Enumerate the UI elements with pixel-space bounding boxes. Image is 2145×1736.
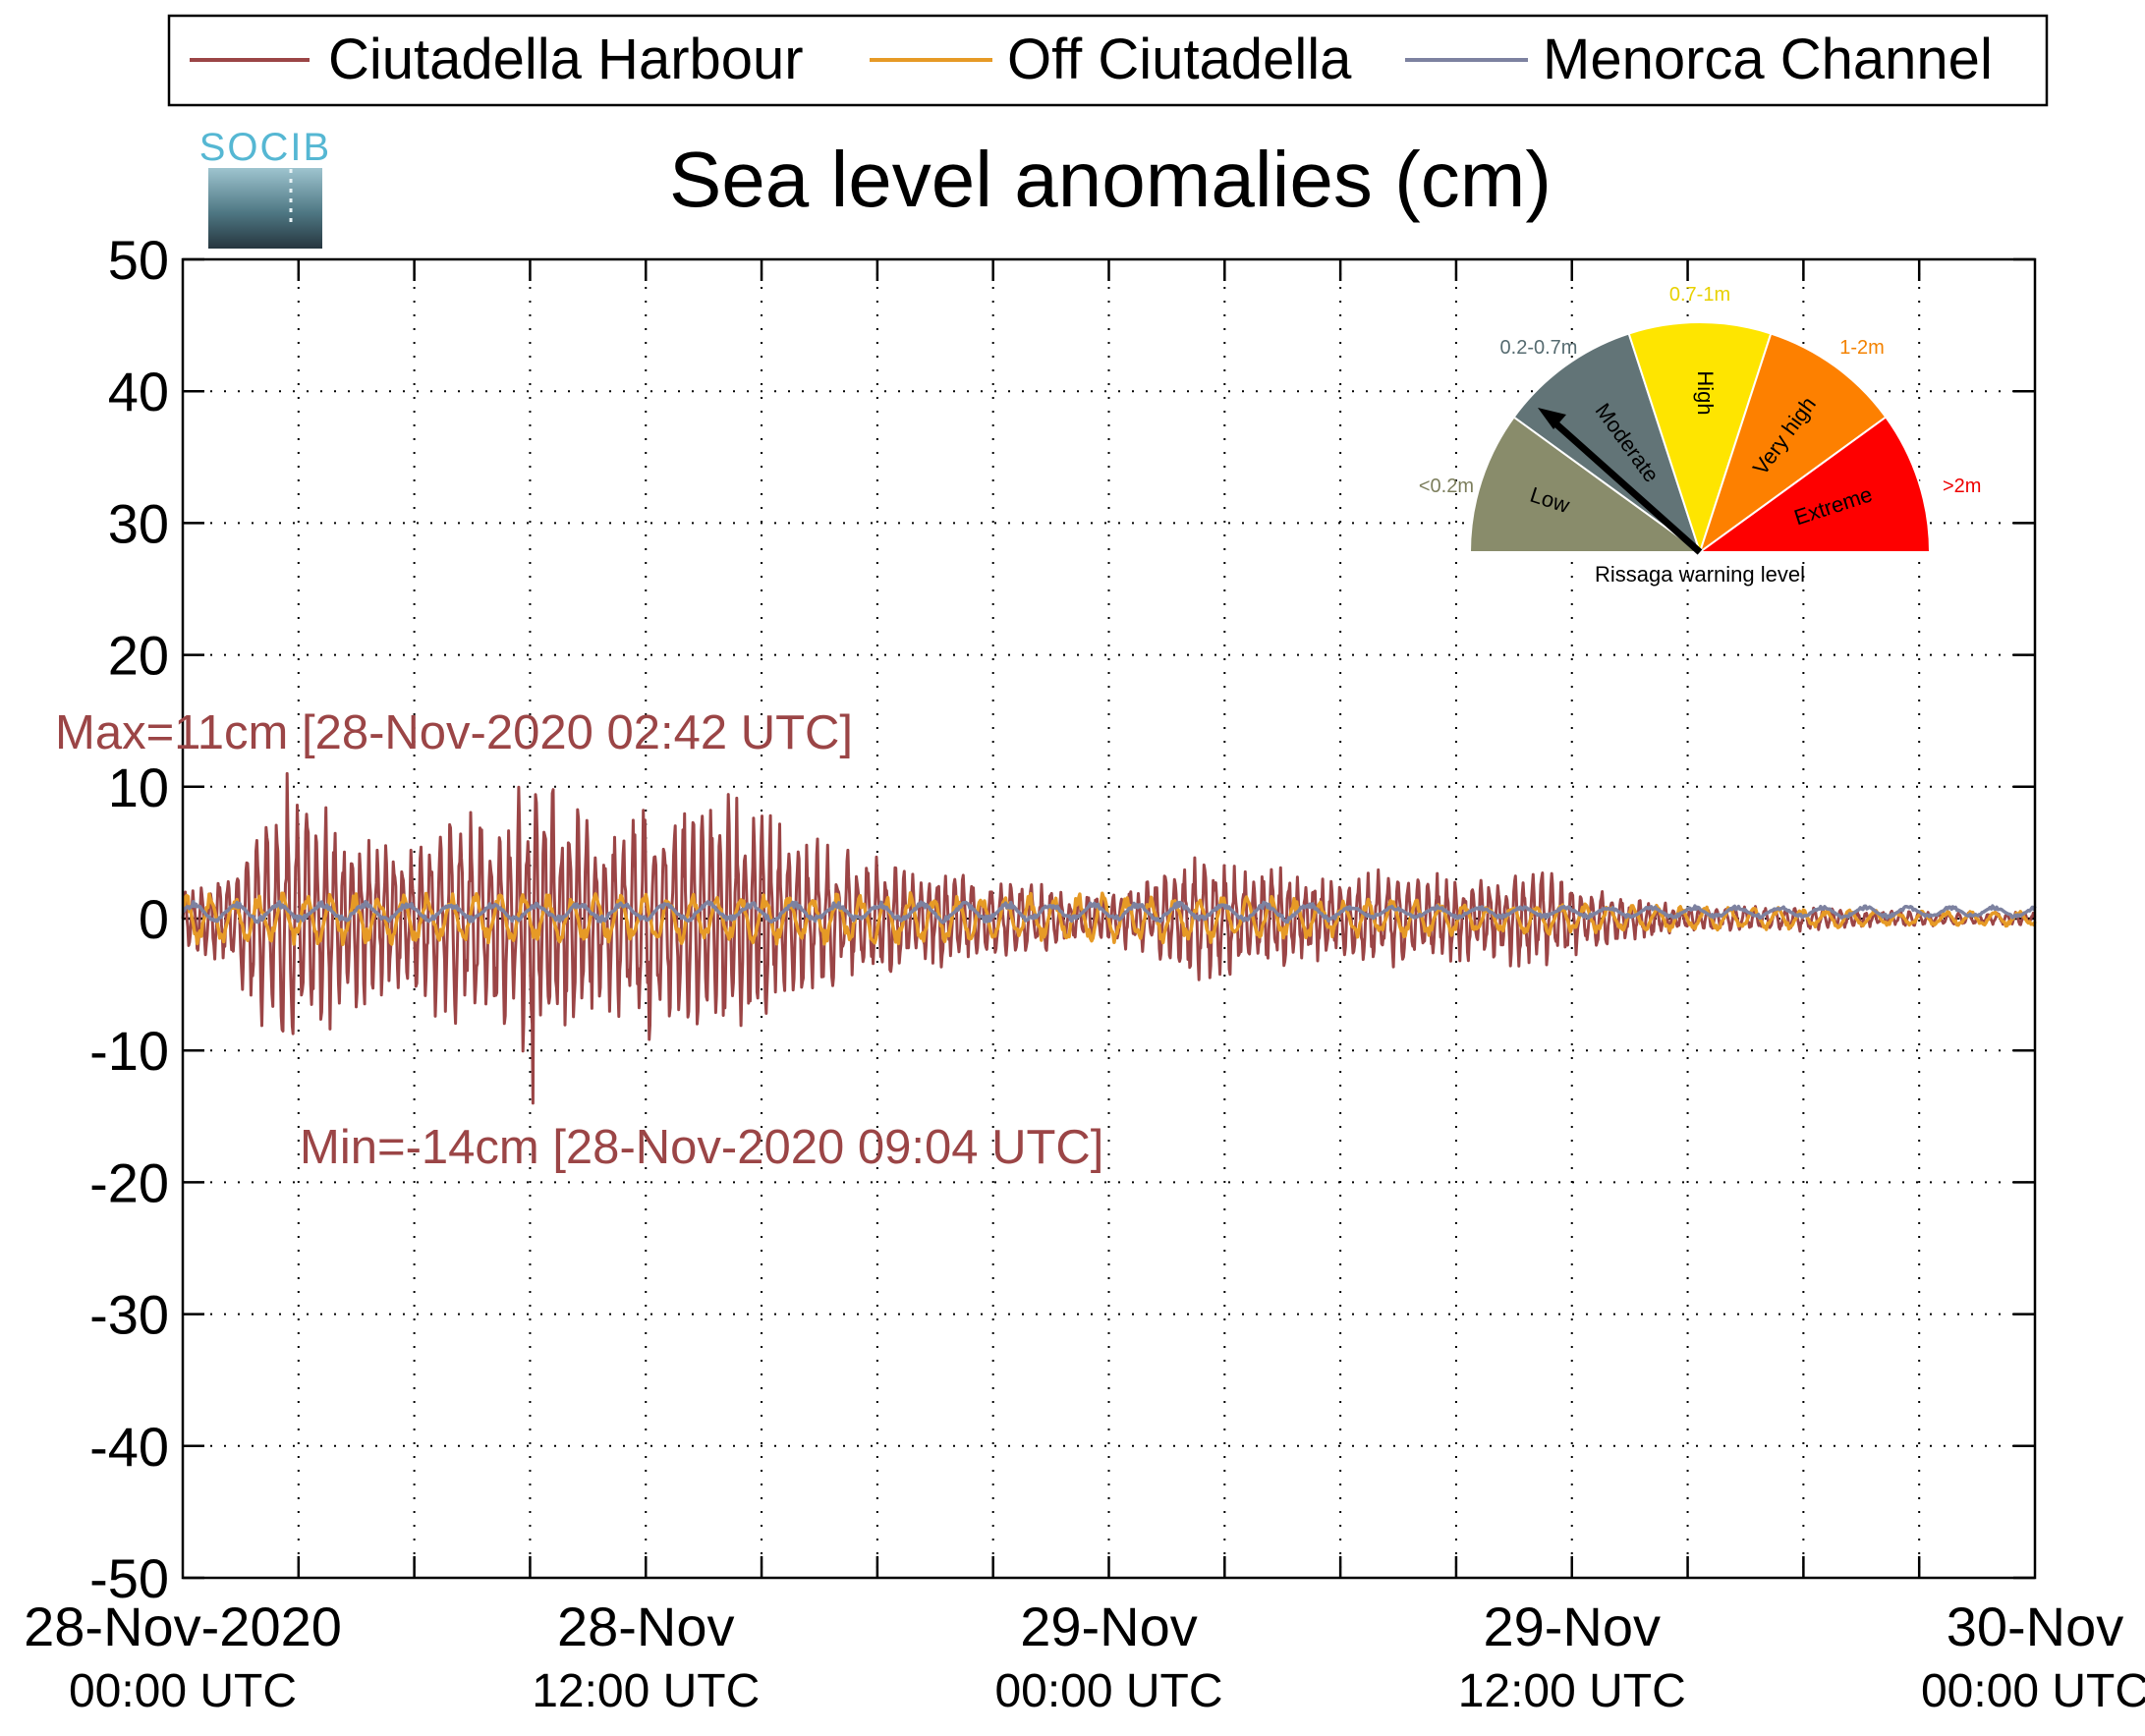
legend-label-menorca-channel: Menorca Channel — [1543, 28, 1993, 91]
x-tick-labels: 28-Nov-2020 00:00 UTC 28-Nov 12:00 UTC 29-No… — [24, 1596, 2145, 1717]
gauge-segment-high — [1627, 321, 1773, 556]
legend-box — [167, 14, 2049, 107]
y-tick-label: 0 — [139, 888, 169, 950]
gauge-title: Rissaga warning level — [1595, 562, 1805, 587]
x-tick-label-date: 30-Nov — [1947, 1596, 2124, 1657]
x-tick-label-date: 28-Nov-2020 — [24, 1596, 342, 1657]
y-tick-label: 40 — [108, 361, 169, 422]
legend: Ciutadella Harbour Off Ciutadella Menorc… — [167, 14, 2049, 107]
series-lines — [181, 771, 2037, 1105]
x-tick-label-date: 29-Nov — [1483, 1596, 1661, 1657]
legend-label-ciutadella-harbour: Ciutadella Harbour — [328, 28, 804, 91]
gauge-range-high: 0.7-1m — [1669, 284, 1730, 306]
legend-entry-off-ciutadella: Off Ciutadella — [870, 28, 1352, 91]
y-tick-label: -50 — [89, 1547, 169, 1609]
x-tick-label-time: 00:00 UTC — [994, 1665, 1222, 1717]
x-tick-label-time: 00:00 UTC — [1921, 1665, 2145, 1717]
gauge-range-extreme: >2m — [1943, 476, 1981, 497]
legend-entry-menorca-channel: Menorca Channel — [1405, 28, 1993, 91]
series-line-menorca-channel — [181, 899, 2037, 924]
y-tick-label: 30 — [108, 492, 169, 554]
y-tick-label: -10 — [89, 1020, 169, 1082]
y-tick-label: 10 — [108, 756, 169, 818]
socib-logo-text: SOCIB — [199, 126, 331, 169]
legend-label-off-ciutadella: Off Ciutadella — [1007, 28, 1352, 91]
gauge-segment-moderate — [1512, 332, 1702, 555]
socib-logo: SOCIB — [199, 126, 331, 249]
legend-entry-ciutadella-harbour: Ciutadella Harbour — [190, 28, 804, 91]
y-tick-label: 20 — [108, 625, 169, 687]
x-tick-label-date: 28-Nov — [557, 1596, 735, 1657]
gauge-range-low: <0.2m — [1419, 476, 1474, 497]
x-tick-label-date: 29-Nov — [1020, 1596, 1198, 1657]
gauge-segment-extreme — [1696, 416, 1932, 553]
axis-ticks — [183, 257, 2035, 1580]
y-tick-labels: 50 40 30 20 10 0 -10 -20 -30 -40 -50 — [89, 229, 169, 1609]
min-annotation: Min=-14cm [28-Nov-2020 09:04 UTC] — [300, 1121, 1103, 1174]
plot-frame — [181, 257, 2037, 1580]
y-tick-label: -40 — [89, 1416, 169, 1478]
y-tick-label: -20 — [89, 1151, 169, 1213]
gauge-segment-very-high — [1698, 332, 1888, 555]
x-tick-label-time: 00:00 UTC — [69, 1665, 297, 1717]
gauge-range-very-high: 1-2m — [1839, 337, 1885, 359]
y-tick-label: -30 — [89, 1284, 169, 1346]
chart-title: Sea level anomalies (cm) — [669, 136, 1552, 223]
socib-logo-waves — [208, 168, 322, 249]
x-tick-label-time: 12:00 UTC — [1458, 1665, 1686, 1717]
gauge-label-high: High — [1693, 370, 1718, 415]
x-tick-label-time: 12:00 UTC — [532, 1665, 760, 1717]
gauge-needle — [1552, 420, 1703, 555]
y-tick-label: 50 — [108, 229, 169, 291]
gauge-range-moderate: 0.2-0.7m — [1500, 337, 1578, 359]
max-annotation: Max=11cm [28-Nov-2020 02:42 UTC] — [55, 706, 853, 759]
gauge-segments — [1468, 321, 1932, 556]
gauge-needle-arrowhead — [1538, 408, 1566, 429]
rissaga-gauge: Low Moderate High Very high Extreme <0.2… — [1419, 284, 1982, 587]
gauge-segment-low — [1468, 416, 1704, 553]
